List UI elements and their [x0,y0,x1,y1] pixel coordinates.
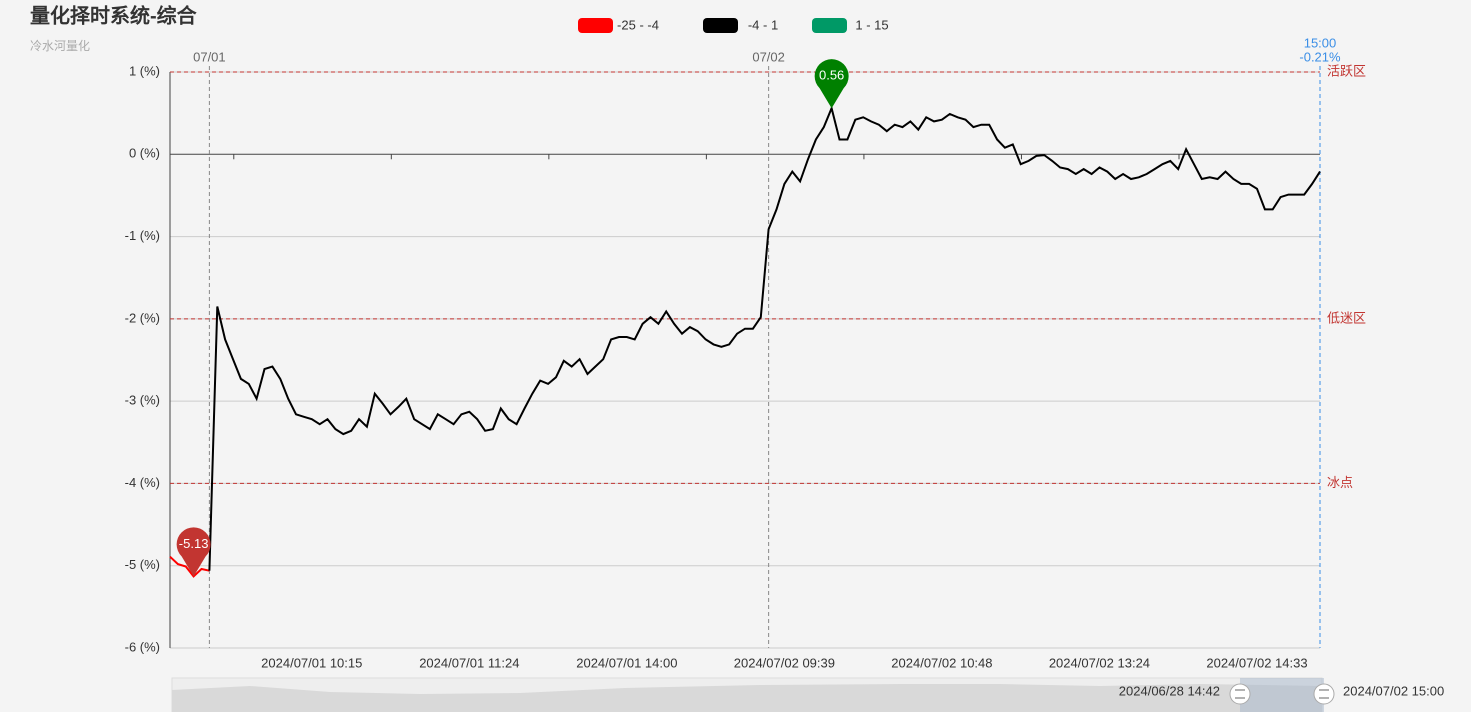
handle-icon [1235,689,1329,699]
y-tick-label: -3 (%) [125,393,160,408]
x-tick-label: 2024/07/02 10:48 [891,655,992,670]
end-value: -0.21% [1299,49,1341,64]
mark-line-label: 活跃区 [1327,63,1366,78]
legend-swatch [703,18,738,33]
legend-swatch [812,18,847,33]
series-line [169,555,210,578]
zoom-window[interactable] [1240,678,1324,712]
y-tick-label: -5 (%) [125,557,160,572]
zoom-start-label: 2024/06/28 14:42 [1119,683,1220,698]
x-tick-label: 2024/07/02 14:33 [1206,655,1307,670]
mark-point-label: -5.13 [179,536,209,551]
y-tick-label: -2 (%) [125,310,160,325]
mark-line-label: 低迷区 [1327,310,1366,325]
y-tick-label: -6 (%) [125,639,160,654]
end-time: 15:00 [1304,35,1337,50]
x-tick-label: 2024/07/02 09:39 [734,655,835,670]
zoom-preview [172,684,1322,712]
chart-title: 量化择时系统-综合 [30,3,198,27]
day-label: 07/02 [752,49,785,64]
chart-subtitle: 冷水河量化 [30,39,90,53]
mark-point [176,527,211,577]
x-tick-label: 2024/07/01 11:24 [419,655,519,670]
legend-swatch [578,18,613,33]
x-tick-label: 2024/07/01 14:00 [576,655,677,670]
series-line [208,105,1321,571]
mark-line-label: 冰点 [1327,475,1353,490]
zoom-handle[interactable] [1229,683,1251,705]
zoom-end-label: 2024/07/02 15:00 [1343,683,1444,698]
legend-label: 1 - 15 [855,17,888,32]
y-tick-label: -1 (%) [125,228,160,243]
zoom-handle[interactable] [1313,683,1335,705]
mark-point [814,59,849,109]
legend-label: -25 - -4 [617,17,659,32]
data-zoom[interactable] [171,677,1335,712]
y-tick-label: -4 (%) [125,475,160,490]
y-tick-label: 1 (%) [129,63,160,78]
legend-label: -4 - 1 [748,17,778,32]
day-label: 07/01 [193,49,226,64]
x-tick-label: 2024/07/02 13:24 [1049,655,1150,670]
y-tick-label: 0 (%) [129,146,160,161]
x-tick-label: 2024/07/01 10:15 [261,655,362,670]
mark-point-label: 0.56 [819,68,844,83]
